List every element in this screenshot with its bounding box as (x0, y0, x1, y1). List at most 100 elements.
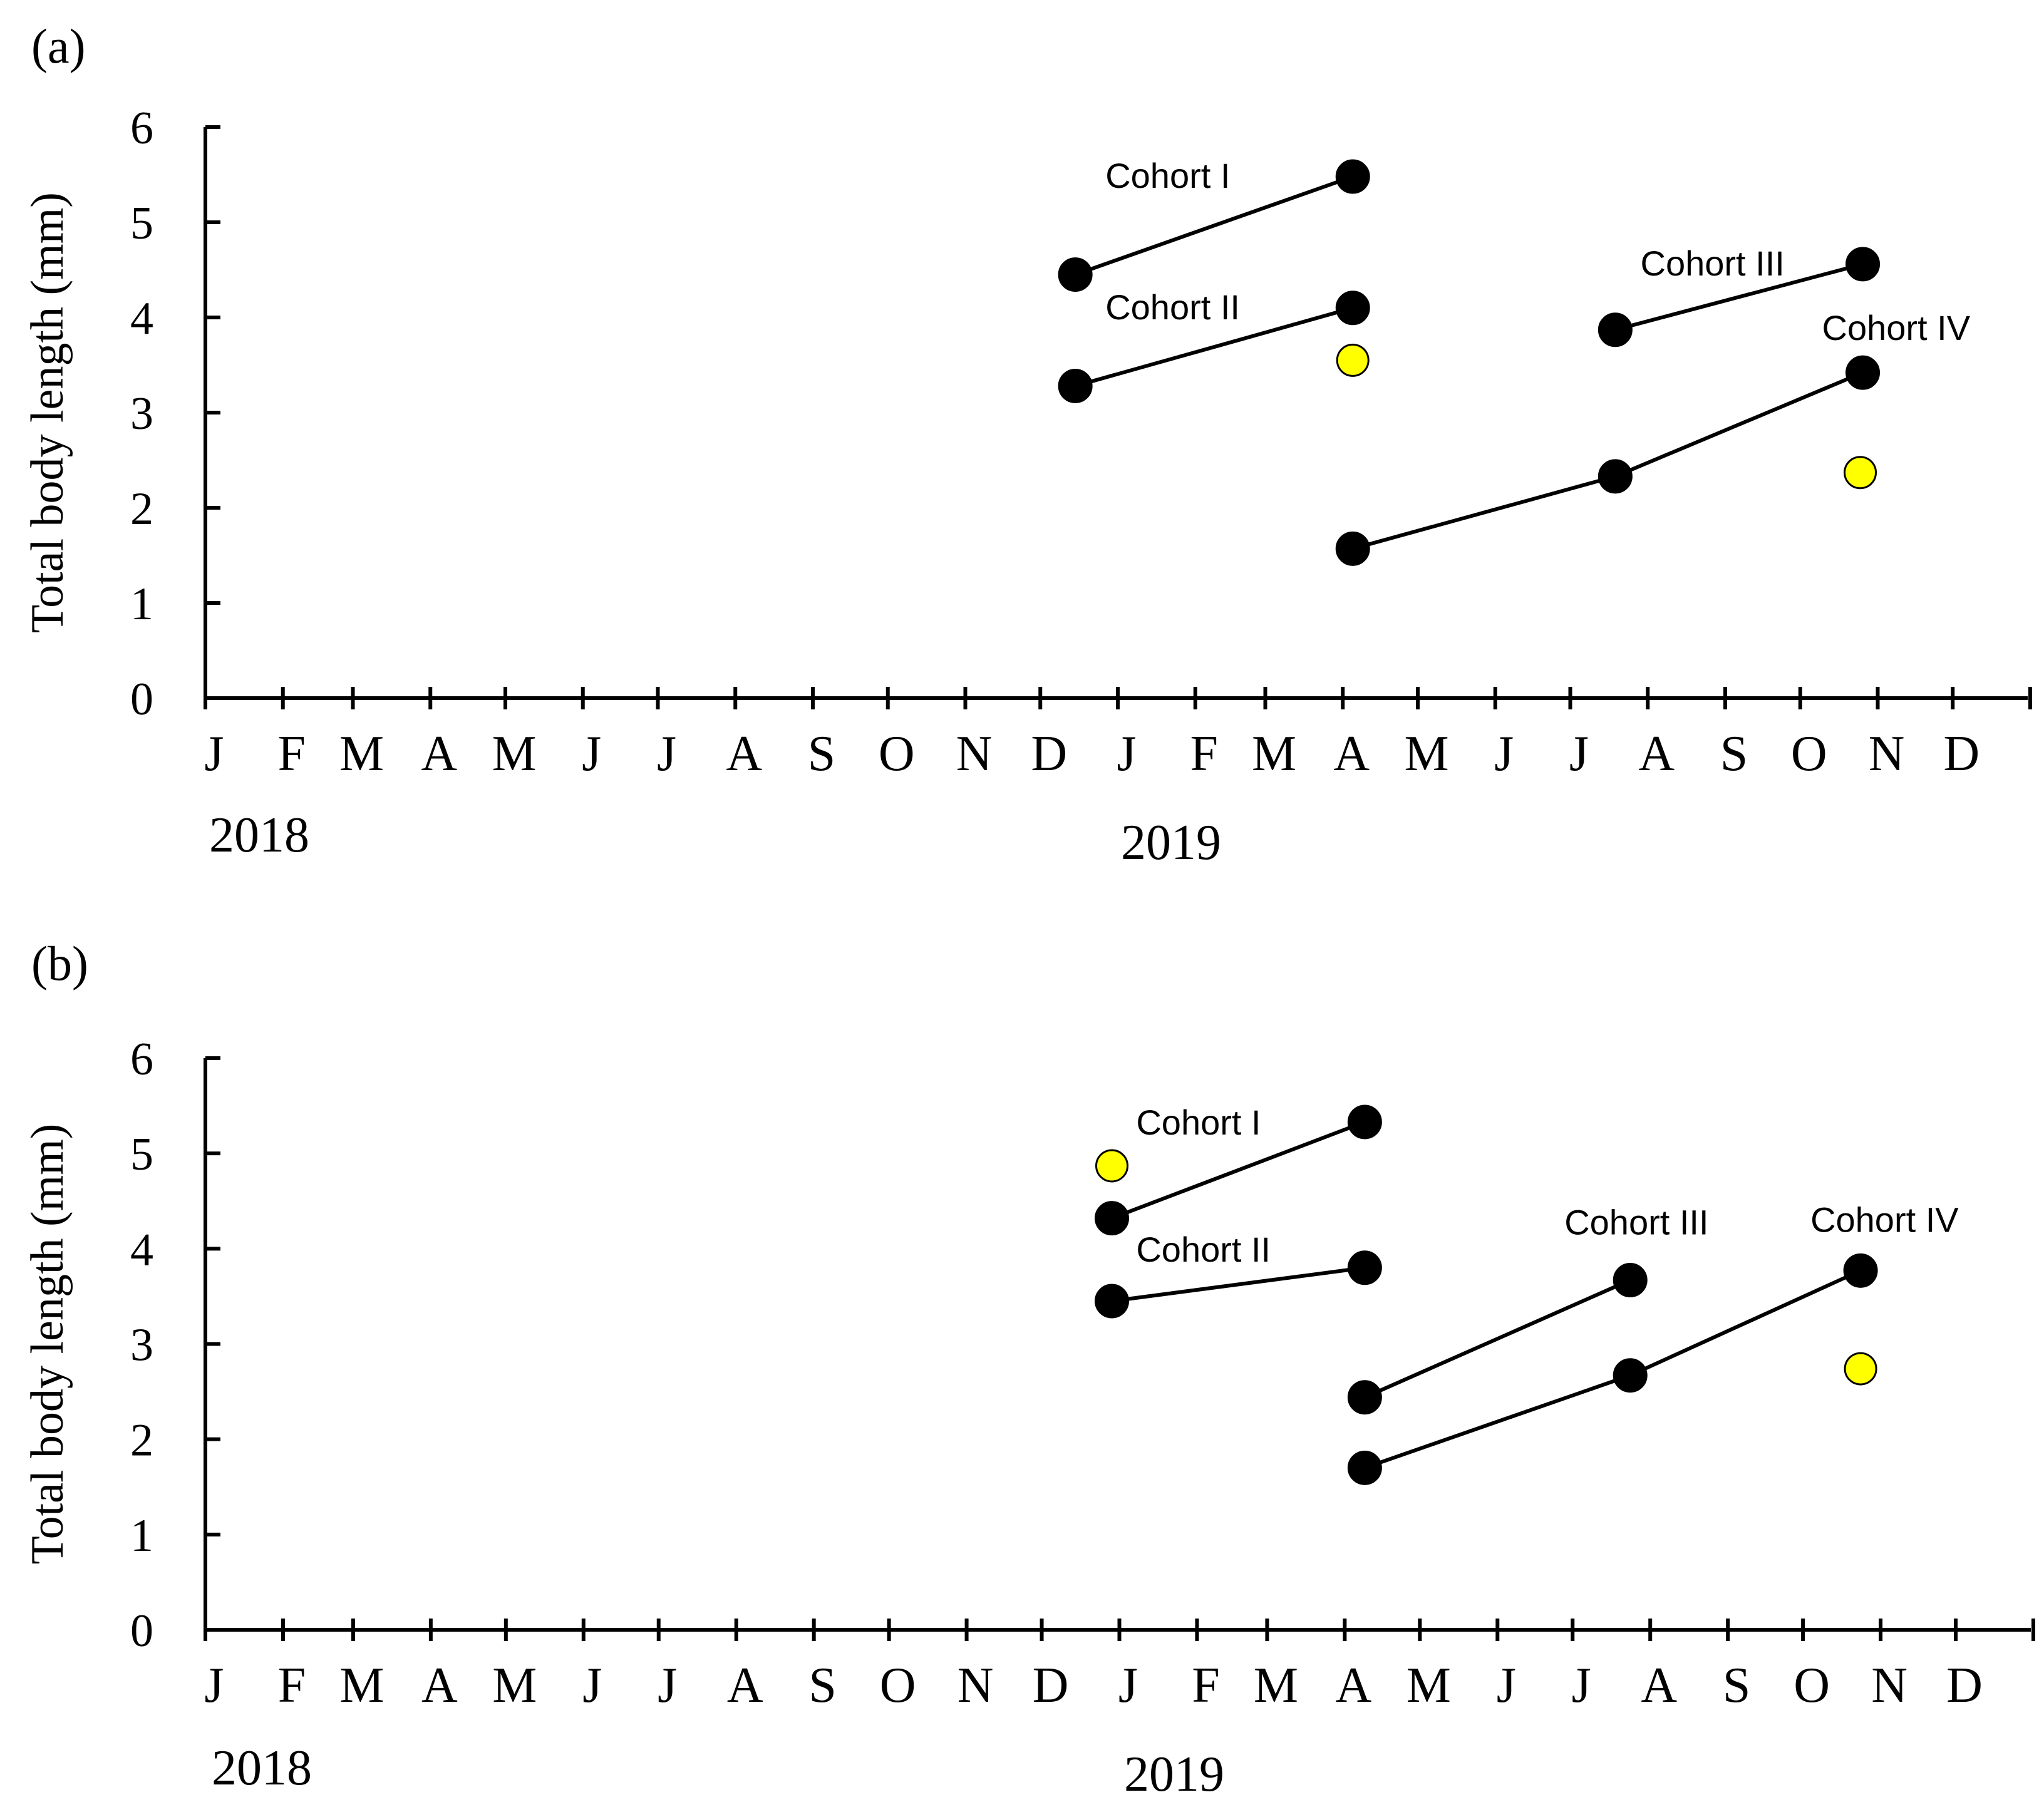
series-cohort-iv: Cohort IV (1335, 308, 1971, 566)
x-tick-label: J (204, 1658, 224, 1713)
x-tick-label: M (492, 726, 536, 781)
x-tick-label: N (1869, 726, 1905, 781)
data-point (1598, 459, 1633, 494)
data-point (1347, 1104, 1382, 1140)
x-tick-label: D (1031, 726, 1067, 781)
data-point (1058, 257, 1093, 292)
x-tick-label: A (421, 726, 457, 781)
series-line (1075, 306, 1354, 388)
x-tick-label: F (1192, 1658, 1220, 1713)
x-tick-label: M (1252, 726, 1296, 781)
year-label: 2018 (212, 1741, 312, 1796)
x-tick-label: J (582, 1658, 602, 1713)
x-tick-label: M (1404, 726, 1448, 781)
x-tick-label: F (277, 726, 306, 781)
y-tick-label: 2 (130, 483, 153, 535)
series-line (1112, 1265, 1365, 1303)
x-tick-label: O (880, 1658, 916, 1713)
y-tick-label: 5 (130, 198, 153, 249)
y-tick-label: 1 (130, 579, 153, 630)
y-tick-label: 6 (130, 1034, 153, 1085)
data-point (1095, 1201, 1130, 1236)
x-tick-label: A (1638, 726, 1675, 781)
x-tick-label: M (492, 1658, 537, 1713)
x-tick-label: S (1723, 1658, 1751, 1713)
x-tick-label: M (339, 726, 384, 781)
highlight-point (1095, 1149, 1129, 1183)
x-tick-label: J (204, 726, 224, 781)
series-cohort-i: Cohort I (1058, 156, 1370, 292)
x-tick-label: M (1254, 1658, 1298, 1713)
data-point (1335, 531, 1370, 566)
series-label: Cohort III (1564, 1203, 1708, 1242)
y-tick-label: 4 (130, 1224, 153, 1275)
x-tick-label: A (1641, 1658, 1677, 1713)
y-tick-label: 0 (130, 1605, 153, 1657)
x-tick-label: M (1407, 1658, 1451, 1713)
x-tick-label: A (727, 1658, 763, 1713)
x-tick-label: J (1569, 726, 1589, 781)
x-tick-label: J (1494, 726, 1514, 781)
data-point (1347, 1380, 1382, 1415)
x-tick-label: S (808, 726, 836, 781)
x-tick-label: N (956, 726, 993, 781)
y-axis-label: Total body length (mm) (22, 1124, 73, 1565)
x-tick-label: J (582, 726, 601, 781)
series-label: Cohort I (1105, 156, 1230, 195)
series-cohort-iii: Cohort III (1598, 244, 1881, 347)
series-label: Cohort IV (1822, 308, 1971, 347)
series-cohort-iii: Cohort III (1347, 1203, 1709, 1415)
series-label: Cohort II (1105, 287, 1240, 327)
x-tick-label: F (1190, 726, 1218, 781)
series-line (1075, 175, 1354, 277)
data-point (1335, 159, 1370, 194)
x-tick-label: S (1720, 726, 1748, 781)
series-cohort-iv: Cohort IV (1347, 1200, 1959, 1485)
x-tick-label: N (957, 1658, 994, 1713)
x-tick-label: D (1946, 1658, 1983, 1713)
y-tick-label: 4 (130, 293, 153, 344)
x-tick-label: J (658, 1658, 677, 1713)
x-tick-label: A (1333, 726, 1370, 781)
y-tick-label: 3 (130, 388, 153, 440)
series-line (1364, 1269, 1862, 1470)
data-point (1613, 1263, 1648, 1298)
series-cohort-ii: Cohort II (1058, 287, 1370, 403)
data-point (1613, 1358, 1648, 1393)
data-point (1095, 1284, 1130, 1319)
x-tick-label: D (1033, 1658, 1069, 1713)
series-label: Cohort IV (1810, 1200, 1959, 1239)
series-cohort-i: Cohort I (1095, 1103, 1382, 1236)
panel-label: (a) (31, 19, 86, 73)
x-tick-label: O (879, 726, 915, 781)
series-line (1614, 262, 1864, 332)
y-axis-label: Total body length (mm) (22, 192, 73, 633)
y-tick-label: 1 (130, 1510, 153, 1562)
y-tick-label: 2 (130, 1415, 153, 1466)
highlight-point (1336, 343, 1370, 377)
x-tick-label: A (1335, 1658, 1371, 1713)
series-line (1364, 1278, 1631, 1399)
x-tick-label: M (339, 1658, 384, 1713)
x-tick-label: J (657, 726, 676, 781)
x-tick-label: S (808, 1658, 837, 1713)
x-tick-label: N (1871, 1658, 1907, 1713)
highlight-point (1844, 456, 1877, 490)
series-line (1352, 371, 1864, 551)
data-point (1845, 247, 1881, 282)
data-point (1598, 312, 1633, 347)
year-label: 2018 (209, 808, 309, 863)
data-point (1058, 368, 1093, 403)
data-point (1347, 1450, 1382, 1485)
series-label: Cohort III (1641, 244, 1785, 283)
y-tick-label: 0 (130, 674, 153, 725)
series-label: Cohort II (1136, 1230, 1271, 1269)
year-label: 2019 (1124, 1747, 1224, 1802)
series-cohort-ii: Cohort II (1095, 1230, 1382, 1319)
x-tick-label: J (1117, 726, 1136, 781)
year-label: 2019 (1121, 815, 1221, 870)
y-tick-label: 3 (130, 1320, 153, 1371)
y-tick-label: 6 (130, 103, 153, 154)
x-tick-label: O (1794, 1658, 1830, 1713)
